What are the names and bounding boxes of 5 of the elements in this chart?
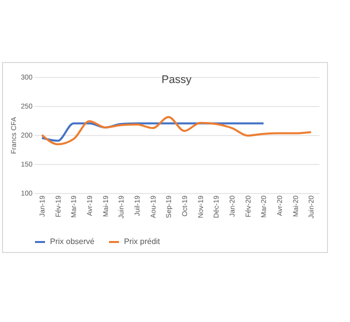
line-series — [40, 116, 312, 146]
chart-title: Passy — [162, 74, 192, 86]
line-series — [40, 122, 265, 142]
legend-label: Prix observé — [50, 237, 96, 246]
legend-label: Prix prédit — [124, 237, 161, 246]
